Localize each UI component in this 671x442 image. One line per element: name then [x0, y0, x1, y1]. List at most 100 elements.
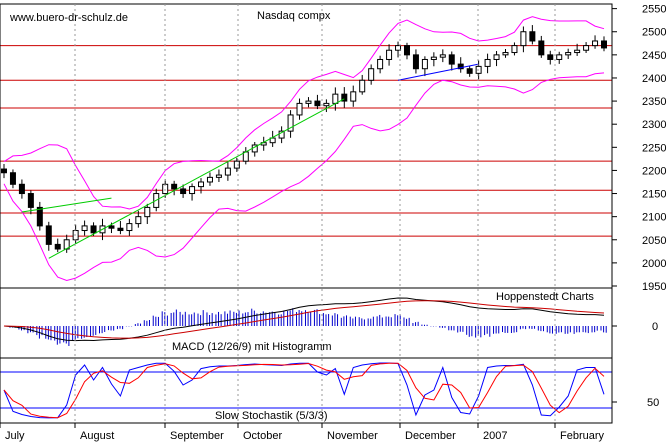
- candle-body: [403, 45, 410, 56]
- candle-body: [215, 174, 222, 178]
- candle-body: [430, 56, 437, 60]
- candle-body: [466, 68, 473, 74]
- stoch-k-line: [3, 362, 605, 419]
- y-tick-label: 2050: [642, 235, 666, 247]
- candle-body: [412, 54, 419, 70]
- y-tick-label: 2150: [642, 189, 666, 201]
- trendline-short: [21, 197, 112, 213]
- candle-body: [511, 45, 518, 54]
- x-tick-label: December: [405, 430, 456, 442]
- candle-body: [395, 45, 402, 51]
- candle-body: [493, 54, 500, 60]
- candle-body: [601, 40, 607, 49]
- candle-body: [574, 49, 581, 54]
- candle-body: [475, 65, 482, 74]
- bollinger-upper: [3, 16, 605, 210]
- candle-body: [538, 40, 545, 56]
- watermark-text: www.buero-dr-schulz.de: [9, 12, 128, 24]
- candle-body: [90, 225, 97, 234]
- y-tick-label: 1950: [642, 281, 666, 293]
- candle-body: [135, 216, 142, 225]
- candle-body: [206, 176, 213, 183]
- macd-label: MACD (12/26/9) mit Histogramm: [172, 341, 332, 353]
- candle-body: [439, 54, 446, 58]
- candle-body: [565, 52, 572, 56]
- y-tick-label: 2000: [642, 258, 666, 270]
- x-tick-label: September: [170, 430, 224, 442]
- price-panel: [0, 16, 612, 282]
- candle-body: [9, 172, 16, 185]
- x-tick-label: 2007: [483, 430, 507, 442]
- chart-title: Nasdaq compx: [257, 10, 331, 22]
- candle-body: [592, 40, 599, 47]
- candle-body: [233, 160, 240, 169]
- candle-body: [457, 63, 464, 70]
- candle-body: [269, 137, 276, 144]
- y-tick-label: 2350: [642, 96, 666, 108]
- candle-body: [484, 58, 491, 67]
- signal-line: [3, 300, 605, 339]
- candle-body: [27, 193, 34, 208]
- trendline-up: [48, 98, 345, 259]
- candle-body: [54, 243, 61, 250]
- candle-body: [583, 45, 590, 51]
- candle-body: [189, 186, 196, 195]
- axes: July August September October November Decemb…: [0, 3, 666, 442]
- candle-body: [547, 54, 554, 60]
- stoch-label: Slow Stochastik (5/3/3): [215, 410, 328, 422]
- credit-text: Hoppenstedt Charts: [496, 291, 594, 303]
- candle-body: [36, 206, 43, 227]
- candle-body: [81, 225, 88, 232]
- x-tick-label: October: [243, 430, 282, 442]
- candle-body: [350, 91, 357, 102]
- x-tick-label: July: [5, 430, 25, 442]
- candle-body: [180, 188, 187, 195]
- candle-body: [323, 102, 330, 107]
- candle-body: [377, 58, 384, 70]
- y-tick-label: 2450: [642, 50, 666, 62]
- candle-body: [529, 31, 536, 42]
- candle-body: [341, 93, 348, 102]
- candle-body: [448, 54, 455, 65]
- stoch-50-label: 50: [647, 397, 659, 409]
- stoch-panel: [0, 362, 612, 419]
- y-tick-label: 2500: [642, 27, 666, 39]
- y-tick-label: 2200: [642, 165, 666, 177]
- candle-body: [386, 49, 393, 60]
- candle-body: [126, 223, 133, 232]
- candle-body: [556, 54, 563, 60]
- candle-body: [368, 68, 375, 81]
- x-tick-label: February: [560, 430, 605, 442]
- candle-body: [520, 31, 527, 47]
- macd-zero-label: 0: [652, 321, 658, 333]
- candle-body: [421, 58, 428, 70]
- candle-body: [171, 183, 178, 190]
- candle-body: [108, 225, 115, 229]
- trendline-blue: [397, 63, 479, 81]
- plot-frame: [0, 3, 613, 424]
- candle-body: [278, 130, 285, 139]
- candle-body: [296, 102, 303, 116]
- candle-body: [359, 79, 366, 93]
- y-tick-label: 2300: [642, 119, 666, 131]
- y-tick-label: 2250: [642, 142, 666, 154]
- candle-body: [18, 183, 25, 195]
- bollinger-lower: [3, 72, 605, 282]
- x-tick-label: August: [80, 430, 114, 442]
- candle-body: [287, 114, 294, 132]
- candle-body: [502, 52, 509, 56]
- y-tick-label: 2400: [642, 73, 666, 85]
- y-tick-label: 2100: [642, 212, 666, 224]
- candle-body: [72, 230, 79, 241]
- candle-body: [314, 100, 321, 107]
- x-tick-label: November: [327, 430, 378, 442]
- macd-line: [3, 297, 605, 342]
- candle-body: [305, 100, 312, 104]
- candle-body: [198, 181, 205, 188]
- candle-body: [45, 225, 52, 245]
- candle-body: [117, 227, 124, 232]
- candle-body: [332, 93, 339, 104]
- stoch-d-line: [3, 362, 605, 419]
